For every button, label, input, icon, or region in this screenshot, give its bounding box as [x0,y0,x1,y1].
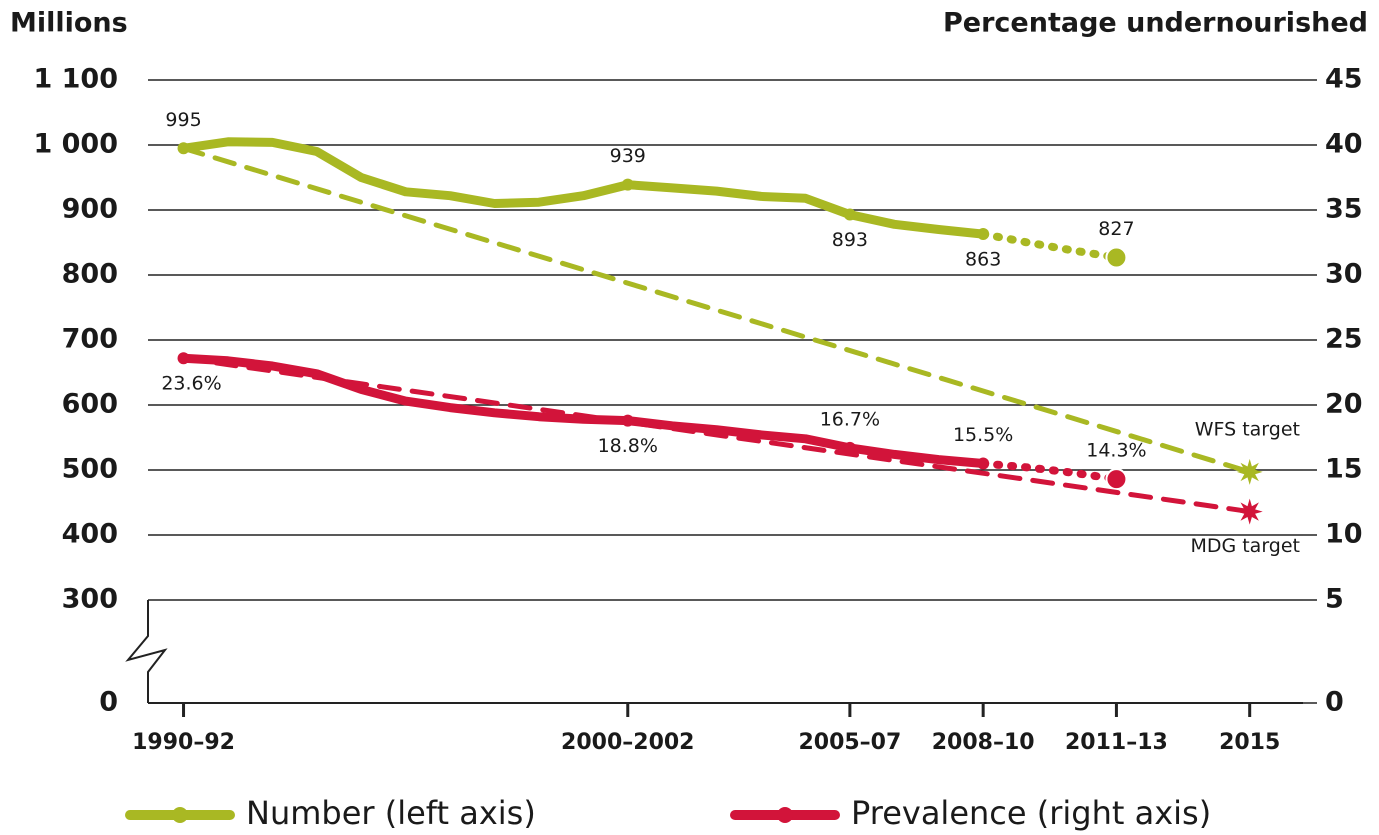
axis-break [125,600,168,703]
data-label: 863 [965,249,1001,271]
data-label: 939 [610,145,646,167]
series-line [979,459,1121,484]
data-label: 14.3% [1086,440,1146,462]
data-label: 16.7% [820,408,880,430]
y-axis-label: Millions [10,8,128,39]
data-label: 18.8% [598,435,658,457]
series-line [979,230,1121,262]
x-tick-label: 2008–10 [932,730,1035,755]
x-tick-label: 2011–13 [1065,730,1168,755]
series-line [181,355,1253,515]
series-line [179,137,988,239]
x-tick-label: 2005–07 [798,730,901,755]
point-marker [621,178,634,191]
y-tick-label: 1 000 [33,129,118,160]
y2-tick-label: 0 [1325,687,1344,718]
target-label: WFS target [1195,418,1300,440]
y-tick-label: 500 [62,454,118,485]
target-marker [1236,498,1263,525]
y2-tick-label: 25 [1325,324,1363,355]
legend-label: Prevalence (right axis) [851,794,1211,832]
series-line [181,145,1253,475]
y2-tick-label: 35 [1325,194,1363,225]
y-tick-label: 1 100 [33,64,118,95]
y-tick-label: 600 [62,389,118,420]
end-marker [1105,468,1128,491]
x-tick-label: 1990–92 [132,730,235,755]
y2-tick-label: 30 [1325,259,1363,290]
y-tick-label: 700 [62,324,118,355]
y2-tick-label: 5 [1325,584,1344,615]
point-marker [843,208,856,221]
point-marker [843,441,856,454]
target-marker [1236,458,1263,485]
y2-tick-label: 45 [1325,64,1363,95]
x-tick-label: 2015 [1219,730,1280,755]
legend-dot [777,807,793,823]
end-marker [1105,246,1128,269]
target-label: MDG target [1190,535,1300,557]
y2-tick-label: 10 [1325,519,1363,550]
legend-label: Number (left axis) [246,794,536,832]
y2-tick-label: 20 [1325,389,1363,420]
y-tick-label: 400 [62,519,118,550]
y2-tick-label: 15 [1325,454,1363,485]
x-tick-label: 2000–2002 [561,730,694,755]
y-tick-label: 900 [62,194,118,225]
y2-tick-label: 40 [1325,129,1363,160]
y2-axis-label: Percentage undernourished [943,8,1368,39]
data-label: 23.6% [161,373,221,395]
data-label: 893 [832,229,868,251]
data-label: 15.5% [953,424,1013,446]
data-label: 827 [1098,218,1134,240]
y-tick-label: 0 [99,687,118,718]
y-tick-label: 800 [62,259,118,290]
data-label: 995 [165,109,201,131]
y-tick-label: 300 [62,584,118,615]
legend-dot [172,807,188,823]
